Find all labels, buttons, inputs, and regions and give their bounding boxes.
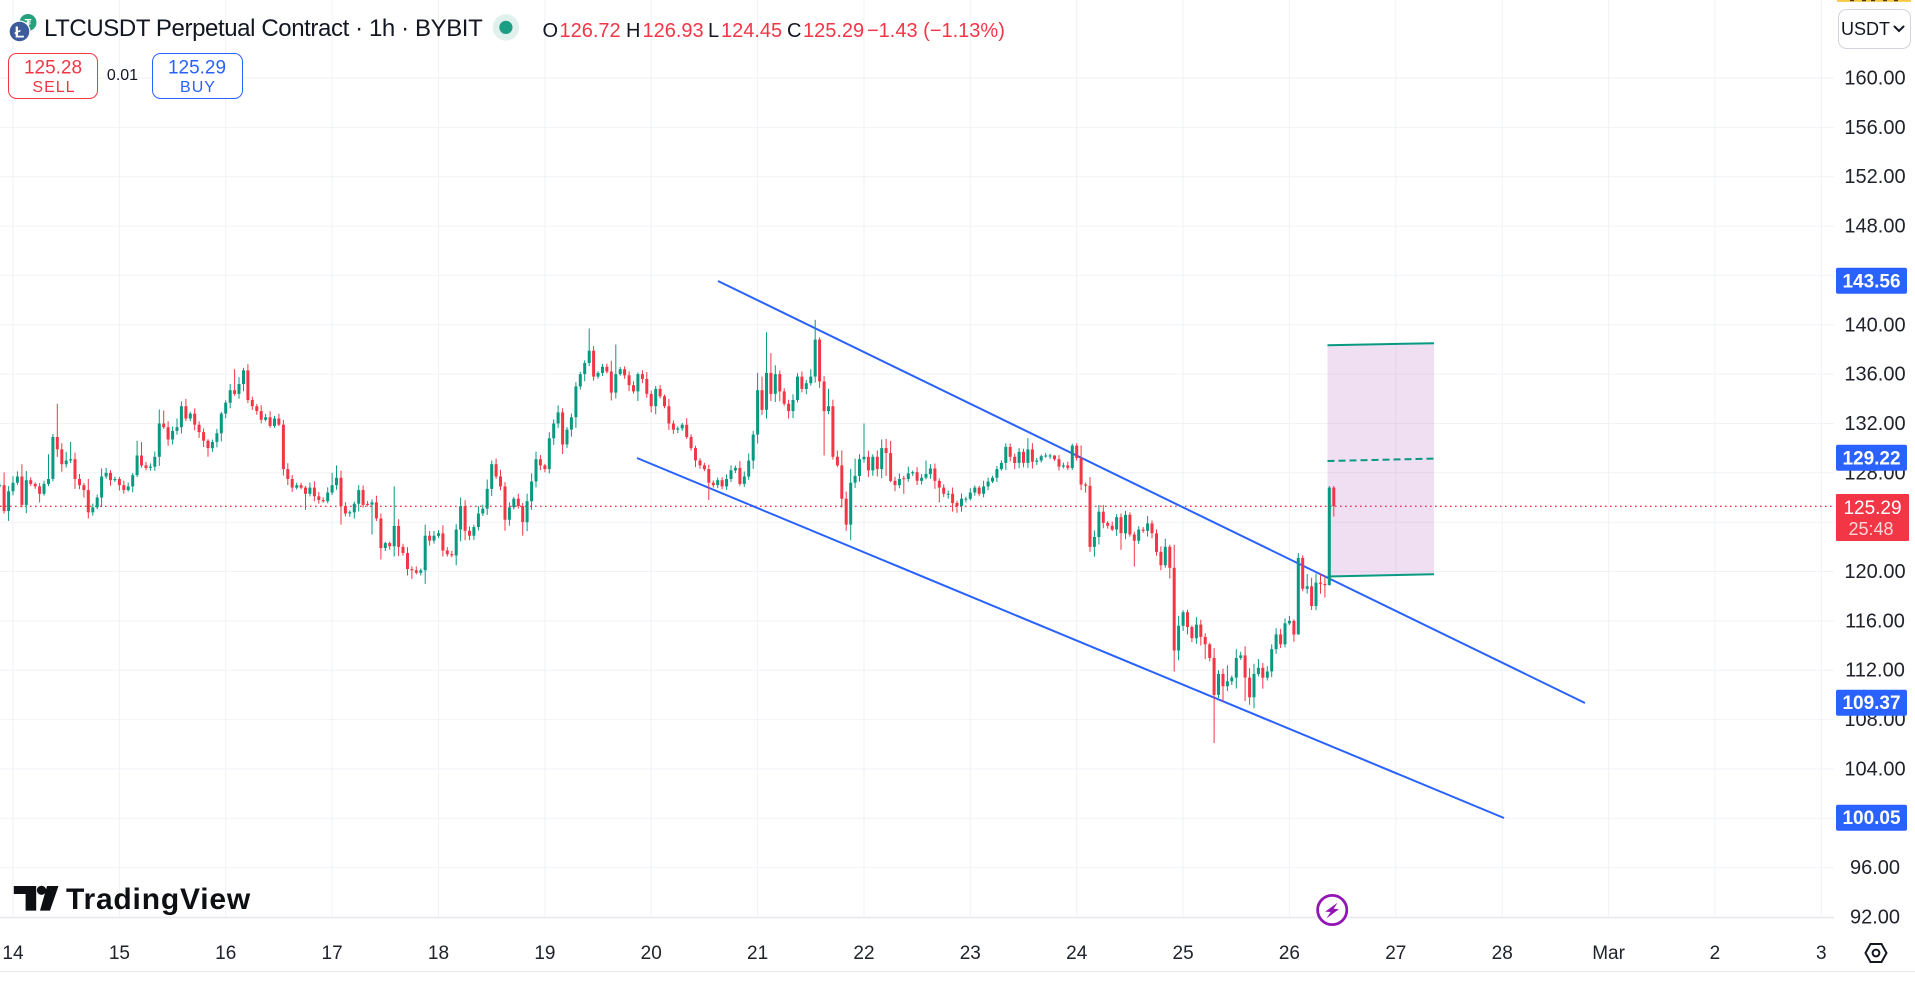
svg-text:124.45: 124.45 [721,20,782,42]
svg-text:126.72: 126.72 [560,20,621,42]
svg-text:17: 17 [322,943,343,964]
svg-text:126.93: 126.93 [643,20,704,42]
svg-text:136.00: 136.00 [1844,364,1905,386]
svg-text:15: 15 [109,943,130,964]
svg-text:129.22: 129.22 [1842,448,1900,469]
svg-text:25: 25 [1173,943,1194,964]
svg-text:109.37: 109.37 [1842,693,1900,714]
svg-text:18: 18 [428,943,449,964]
svg-text:22: 22 [853,943,874,964]
svg-text:132.00: 132.00 [1844,413,1905,435]
svg-text:19: 19 [534,943,555,964]
svg-text:14: 14 [2,943,24,964]
svg-text:₮: ₮ [25,18,32,30]
svg-text:160.00: 160.00 [1844,68,1905,90]
svg-text:O: O [543,20,559,42]
svg-text:143.56: 143.56 [1842,271,1900,292]
svg-text:Ł: Ł [15,25,25,42]
svg-text:LTCUSDT Perpetual Contract · 1: LTCUSDT Perpetual Contract · 1h · BYBIT [44,15,483,42]
svg-text:125.28: 125.28 [24,58,82,79]
svg-text:H: H [626,20,640,42]
svg-text:25:48: 25:48 [1848,519,1893,539]
svg-text:3: 3 [1816,943,1827,964]
svg-text:2: 2 [1710,943,1721,964]
svg-text:104.00: 104.00 [1844,758,1905,780]
svg-text:24: 24 [1066,943,1088,964]
svg-text:116.00: 116.00 [1845,610,1905,632]
svg-text:125.29: 125.29 [803,20,864,42]
svg-text:TradingView: TradingView [66,883,251,916]
svg-text:156.00: 156.00 [1844,117,1905,139]
svg-text:148.00: 148.00 [1844,216,1905,238]
svg-text:L: L [708,20,719,42]
svg-text:27: 27 [1385,943,1406,964]
svg-text:120.00: 120.00 [1844,561,1905,583]
svg-text:20: 20 [641,943,662,964]
svg-text:140.00: 140.00 [1844,314,1905,336]
svg-text:21: 21 [747,943,768,964]
svg-text:Mar: Mar [1592,943,1625,964]
svg-text:96.00: 96.00 [1850,857,1900,879]
svg-text:USDT: USDT [1841,19,1890,39]
svg-text:23: 23 [960,943,981,964]
svg-text:0.01: 0.01 [107,67,138,84]
svg-text:125.29: 125.29 [1843,498,1901,519]
svg-text:152.00: 152.00 [1844,166,1905,188]
svg-text:112.00: 112.00 [1845,660,1905,682]
svg-text:C: C [787,20,801,42]
svg-text:28: 28 [1492,943,1513,964]
svg-text:125.29: 125.29 [168,58,226,79]
svg-text:100.05: 100.05 [1842,808,1901,829]
svg-text:16: 16 [215,943,236,964]
svg-text:92.00: 92.00 [1850,907,1900,929]
svg-text:−1.43 (−1.13%): −1.43 (−1.13%) [867,20,1005,42]
svg-text:SELL: SELL [32,79,75,96]
svg-text:26: 26 [1279,943,1300,964]
svg-text:BUY: BUY [180,79,216,96]
